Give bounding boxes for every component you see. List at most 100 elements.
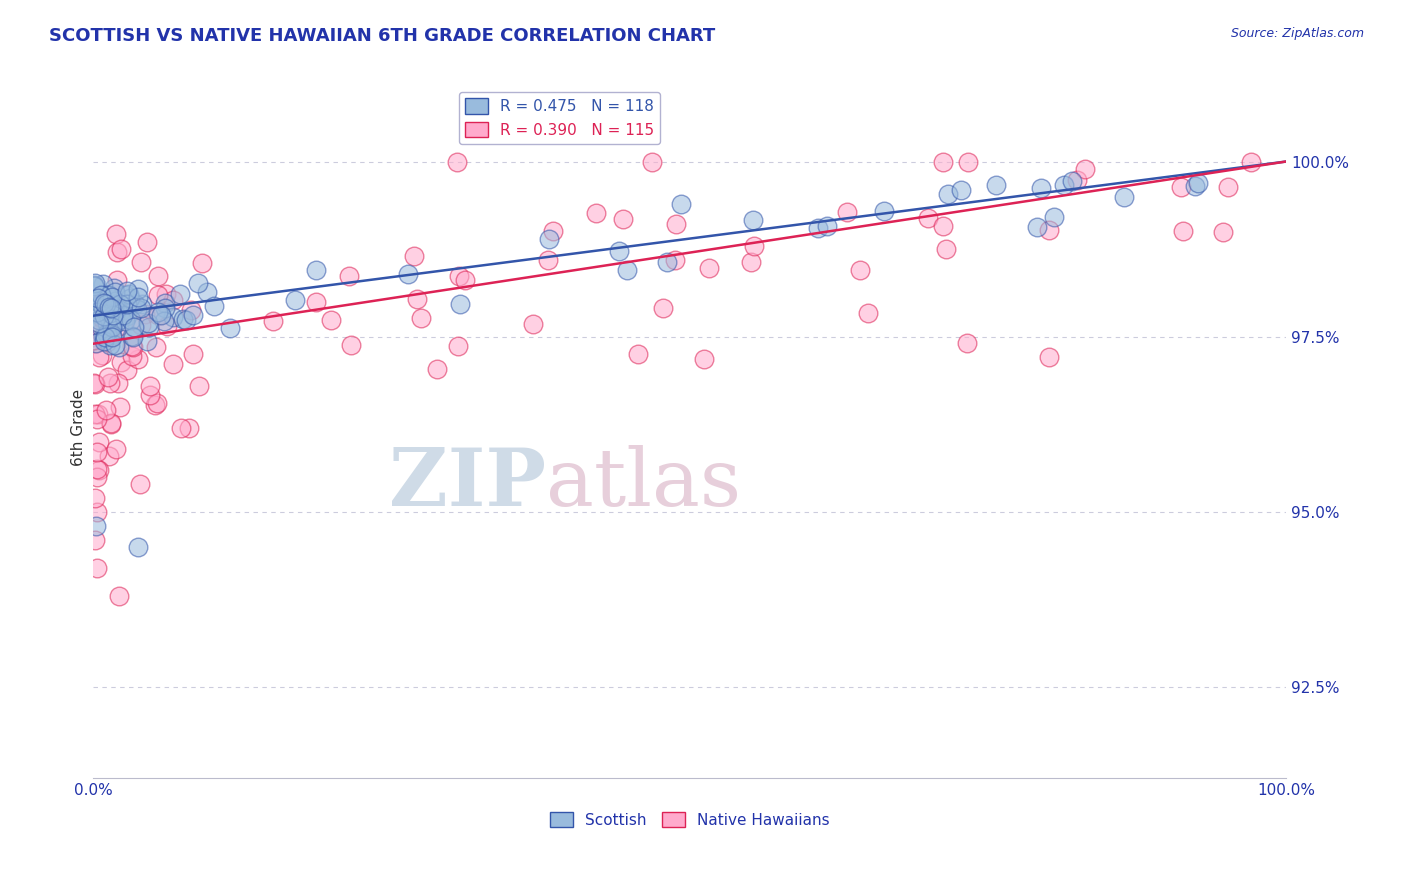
Point [104, 442, 127, 457]
Point [89, 350, 111, 364]
Point [108, 400, 131, 414]
Point [110, 355, 132, 369]
Point [740, 255, 762, 269]
Point [83, 276, 105, 290]
Point [122, 340, 145, 354]
Point [127, 540, 149, 554]
Point [146, 396, 169, 410]
Point [101, 320, 124, 334]
Point [446, 154, 468, 169]
Point [188, 378, 211, 392]
Point [107, 340, 129, 354]
Point [100, 300, 122, 314]
Point [105, 316, 128, 330]
Point [1060, 174, 1083, 188]
Point [1038, 350, 1060, 364]
Point [693, 352, 716, 367]
Point [100, 328, 122, 343]
Point [117, 297, 139, 311]
Point [83, 277, 105, 292]
Point [90, 310, 112, 325]
Point [447, 268, 470, 283]
Point [447, 338, 470, 352]
Point [93, 334, 115, 348]
Point [181, 347, 204, 361]
Point [101, 309, 124, 323]
Point [86, 294, 108, 309]
Point [90, 288, 112, 302]
Point [103, 314, 125, 328]
Point [537, 232, 560, 246]
Point [337, 269, 360, 284]
Point [616, 263, 638, 277]
Point [155, 287, 177, 301]
Point [156, 318, 179, 333]
Point [104, 285, 127, 299]
Point [104, 338, 127, 352]
Point [835, 204, 858, 219]
Point [90, 296, 112, 310]
Point [932, 154, 955, 169]
Point [87, 313, 110, 327]
Point [138, 320, 160, 334]
Point [112, 308, 135, 322]
Point [537, 252, 560, 267]
Point [742, 213, 765, 227]
Point [641, 154, 664, 169]
Point [129, 301, 152, 315]
Point [100, 417, 122, 431]
Point [1184, 179, 1206, 194]
Point [1029, 181, 1052, 195]
Point [84, 299, 107, 313]
Point [177, 421, 200, 435]
Point [125, 301, 148, 316]
Point [305, 263, 328, 277]
Point [86, 462, 108, 476]
Point [1053, 178, 1076, 192]
Point [627, 347, 650, 361]
Point [107, 589, 129, 603]
Point [665, 217, 688, 231]
Point [612, 212, 634, 227]
Point [146, 287, 169, 301]
Point [104, 297, 127, 311]
Point [162, 293, 184, 307]
Point [86, 305, 108, 319]
Point [136, 334, 159, 348]
Point [1173, 224, 1195, 238]
Point [607, 244, 630, 258]
Point [153, 296, 176, 310]
Point [174, 313, 197, 327]
Point [110, 243, 132, 257]
Point [86, 470, 108, 484]
Point [89, 307, 111, 321]
Point [138, 388, 160, 402]
Point [103, 312, 125, 326]
Point [162, 310, 184, 324]
Point [94, 403, 117, 417]
Point [195, 285, 218, 300]
Point [101, 302, 124, 317]
Point [145, 340, 167, 354]
Point [149, 308, 172, 322]
Point [121, 339, 143, 353]
Point [103, 281, 125, 295]
Point [127, 282, 149, 296]
Point [1043, 210, 1066, 224]
Point [86, 411, 108, 425]
Point [84, 335, 107, 350]
Point [697, 261, 720, 276]
Point [162, 357, 184, 371]
Point [284, 293, 307, 307]
Point [114, 314, 136, 328]
Point [89, 463, 111, 477]
Point [98, 287, 121, 301]
Point [98, 376, 121, 391]
Point [935, 242, 957, 256]
Point [172, 312, 194, 326]
Point [84, 306, 107, 320]
Point [115, 310, 138, 324]
Point [872, 204, 894, 219]
Point [409, 310, 432, 325]
Point [108, 319, 131, 334]
